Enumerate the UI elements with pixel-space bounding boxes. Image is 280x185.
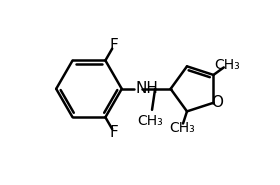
Text: F: F <box>110 38 119 53</box>
Text: O: O <box>211 95 223 110</box>
Text: NH: NH <box>136 81 159 96</box>
Text: CH₃: CH₃ <box>214 58 240 72</box>
Text: CH₃: CH₃ <box>138 114 164 128</box>
Text: CH₃: CH₃ <box>169 121 195 135</box>
Text: F: F <box>110 125 119 140</box>
